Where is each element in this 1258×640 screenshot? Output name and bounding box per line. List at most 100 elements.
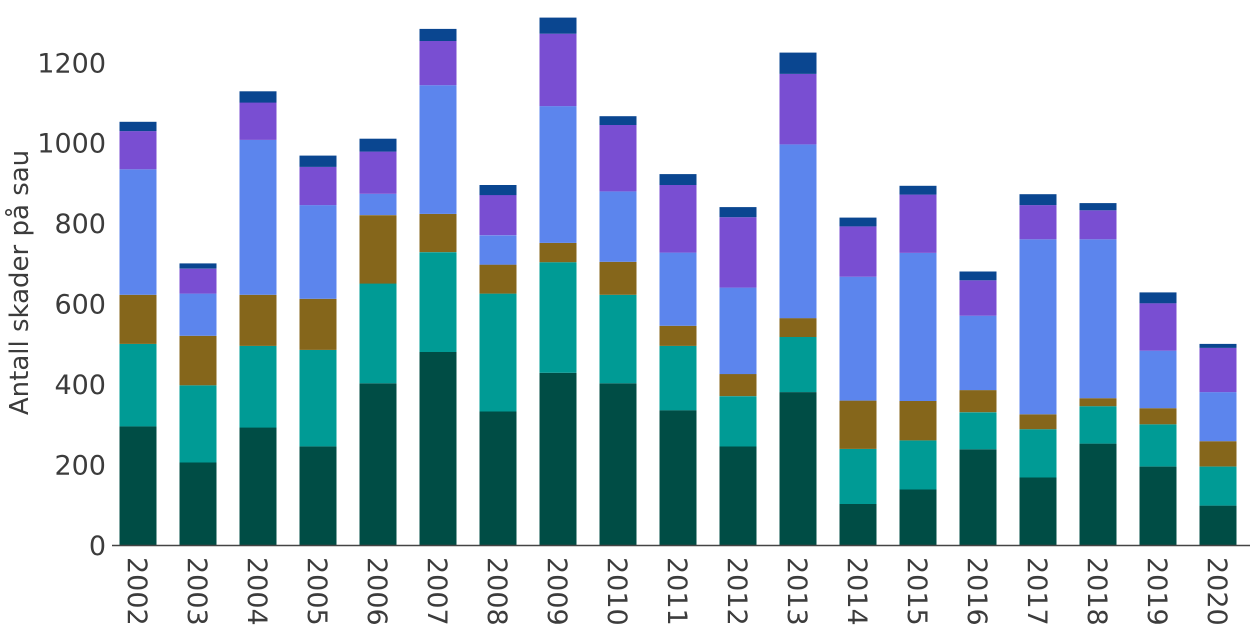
bar-segment-2017-s6 xyxy=(1019,194,1057,206)
bar-segment-2004-s5 xyxy=(239,102,277,140)
bar-segment-2014-s1 xyxy=(839,504,877,545)
bar-segment-2019-s1 xyxy=(1139,466,1177,545)
bar-segment-2019-s6 xyxy=(1139,292,1177,304)
bar-segment-2007-s3 xyxy=(419,213,457,253)
bar-segment-2002-s2 xyxy=(119,343,157,427)
bar-segment-2013-s6 xyxy=(779,52,817,74)
bar-segment-2012-s3 xyxy=(719,374,757,397)
bar-segment-2009-s3 xyxy=(539,242,577,263)
bar-segment-2013-s1 xyxy=(779,392,817,545)
bar-segment-2016-s6 xyxy=(959,271,997,281)
bar-segment-2007-s5 xyxy=(419,41,457,86)
x-tick-label: 2019 xyxy=(1141,557,1172,626)
bar-segment-2007-s2 xyxy=(419,252,457,352)
bar-segment-2003-s4 xyxy=(179,293,217,336)
x-tick-label: 2002 xyxy=(121,557,152,626)
bar-segment-2011-s3 xyxy=(659,325,697,346)
bar-segment-2010-s5 xyxy=(599,125,637,192)
bar-segment-2002-s6 xyxy=(119,121,157,132)
x-tick-label: 2008 xyxy=(481,557,512,626)
bar-segment-2016-s5 xyxy=(959,280,997,316)
bar-segment-2017-s5 xyxy=(1019,205,1057,240)
x-tick-label: 2018 xyxy=(1081,557,1112,626)
bar-segment-2020-s5 xyxy=(1199,347,1237,393)
bar-segment-2010-s2 xyxy=(599,294,637,384)
bar-segment-2004-s4 xyxy=(239,139,277,295)
bar-segment-2005-s2 xyxy=(299,349,337,447)
bar-segment-2018-s6 xyxy=(1079,203,1117,211)
bar-segment-2007-s1 xyxy=(419,351,457,545)
bar-segment-2015-s3 xyxy=(899,401,937,441)
bar-segment-2018-s1 xyxy=(1079,443,1117,545)
bar-segment-2012-s4 xyxy=(719,287,757,375)
bar-segment-2020-s1 xyxy=(1199,505,1237,545)
bar-segment-2005-s6 xyxy=(299,155,337,167)
bar-segment-2020-s2 xyxy=(1199,466,1237,506)
bar-segment-2008-s5 xyxy=(479,195,517,236)
bar-segment-2015-s2 xyxy=(899,440,937,490)
bar-segment-2019-s2 xyxy=(1139,424,1177,467)
x-tick-label: 2009 xyxy=(541,557,572,626)
bar-segment-2011-s2 xyxy=(659,345,697,411)
bar-segment-2011-s5 xyxy=(659,185,697,253)
bar-segment-2012-s2 xyxy=(719,396,757,447)
x-tick-label: 2020 xyxy=(1201,557,1232,626)
bar-segment-2003-s6 xyxy=(179,263,217,269)
x-tick-label: 2011 xyxy=(661,557,692,626)
bar-segment-2017-s3 xyxy=(1019,414,1057,430)
bar-segment-2013-s4 xyxy=(779,144,817,319)
bar-segment-2003-s2 xyxy=(179,385,217,463)
x-tick-label: 2007 xyxy=(421,557,452,626)
bar-segment-2013-s2 xyxy=(779,337,817,393)
bar-segment-2008-s3 xyxy=(479,264,517,294)
bar-segment-2019-s5 xyxy=(1139,303,1177,351)
y-tick-label: 600 xyxy=(54,290,106,321)
bar-segment-2010-s6 xyxy=(599,116,637,125)
bar-segment-2012-s6 xyxy=(719,207,757,218)
bar-segment-2011-s1 xyxy=(659,410,697,545)
bar-segment-2004-s6 xyxy=(239,91,277,103)
y-tick-label: 400 xyxy=(54,370,106,401)
bar-segment-2018-s3 xyxy=(1079,398,1117,407)
bar-segment-2008-s4 xyxy=(479,235,517,265)
y-tick-label: 0 xyxy=(89,531,106,562)
bar-segment-2006-s6 xyxy=(359,138,397,152)
bar-segment-2005-s3 xyxy=(299,298,337,350)
y-tick-label: 200 xyxy=(54,451,106,482)
x-tick-label: 2010 xyxy=(601,557,632,626)
bar-segment-2013-s5 xyxy=(779,74,817,145)
bar-segment-2017-s4 xyxy=(1019,239,1057,415)
bar-segment-2006-s2 xyxy=(359,283,397,384)
bar-segment-2020-s3 xyxy=(1199,441,1237,467)
bar-segment-2011-s4 xyxy=(659,252,697,326)
bar-segment-2010-s3 xyxy=(599,261,637,295)
bar-segment-2009-s5 xyxy=(539,33,577,107)
bar-segment-2012-s1 xyxy=(719,446,757,545)
x-tick-label: 2006 xyxy=(361,557,392,626)
bar-segment-2015-s4 xyxy=(899,253,937,401)
bar-segment-2013-s3 xyxy=(779,318,817,337)
bar-segment-2002-s3 xyxy=(119,294,157,344)
x-tick-label: 2014 xyxy=(841,557,872,626)
bar-segment-2008-s1 xyxy=(479,411,517,545)
bar-segment-2015-s1 xyxy=(899,489,937,545)
x-tick-label: 2004 xyxy=(241,557,272,626)
bar-segment-2015-s5 xyxy=(899,194,937,253)
bar-segment-2014-s5 xyxy=(839,226,877,277)
y-axis-label: Antall skader på sau xyxy=(4,150,35,415)
x-axis: 2002 2003 2004 2005 2006 2007 2008 2009 2010 2011… xyxy=(121,557,1232,626)
bar-segment-2005-s4 xyxy=(299,205,337,299)
bar-segment-2009-s2 xyxy=(539,262,577,373)
x-tick-label: 2017 xyxy=(1021,557,1052,626)
bar-segment-2008-s6 xyxy=(479,185,517,196)
bar-segment-2006-s5 xyxy=(359,151,397,194)
y-axis: 0 200 400 600 800 1000 1200 xyxy=(37,48,106,562)
bar-segment-2014-s3 xyxy=(839,400,877,449)
bar-segment-2009-s6 xyxy=(539,17,577,34)
bar-segment-2007-s4 xyxy=(419,85,457,214)
bar-segment-2016-s4 xyxy=(959,315,997,391)
bar-segment-2003-s1 xyxy=(179,462,217,545)
bar-segment-2004-s3 xyxy=(239,294,277,346)
